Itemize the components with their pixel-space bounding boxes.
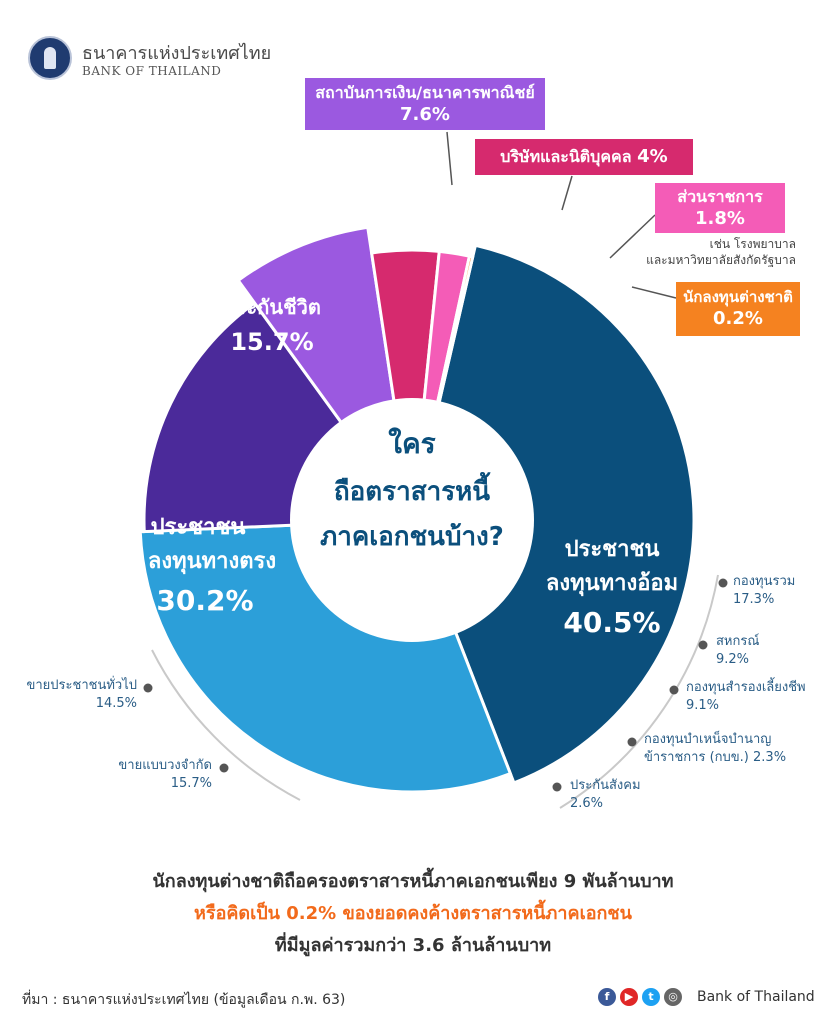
leader-corp: [561, 175, 573, 211]
youtube-icon[interactable]: ▶: [620, 988, 638, 1006]
twitter-icon[interactable]: t: [642, 988, 660, 1006]
facebook-icon[interactable]: f: [598, 988, 616, 1006]
label-box-corporate: บริษัทและนิติบุคคล 4%: [475, 139, 693, 175]
center-title-2: ถือตราสารหนี้: [334, 471, 491, 507]
source-note: ที่มา : ธนาคารแห่งประเทศไทย (ข้อมูลเดือน…: [22, 992, 346, 1008]
center-title-3: ภาคเอกชนบ้าง?: [320, 522, 504, 552]
bank-of-thailand-logo: [28, 36, 72, 80]
dot-private-placement: [219, 763, 229, 773]
dot-gpf: [627, 737, 637, 747]
direct-breakdown-arc: [151, 649, 301, 801]
leader-foreign: [631, 286, 677, 299]
label-indirect-pct: 40.5%: [563, 606, 660, 639]
label-box-foreign: นักลงทุนต่างชาติ 0.2%: [676, 282, 800, 336]
label-indirect-2: ลงทุนทางอ้อม: [546, 571, 678, 597]
dot-pvd: [669, 685, 679, 695]
breakdown-public: ขายประชาชนทั่วไป 14.5%: [26, 678, 137, 711]
label-direct-pct: 30.2%: [156, 584, 253, 617]
breakdown-mutual-fund: กองทุนรวม 17.3%: [733, 574, 796, 607]
dot-coop: [698, 640, 708, 650]
breakdown-coop: สหกรณ์ 9.2%: [716, 634, 760, 667]
dot-public: [143, 683, 153, 693]
label-direct-2: ลงทุนทางตรง: [148, 549, 276, 575]
brand-thai: ธนาคารแห่งประเทศไทย: [82, 43, 272, 64]
center-hole: [290, 398, 534, 642]
breakdown-gpf: กองทุนบำเหน็จบำนาญ ข้าราชการ (กบข.) 2.3%: [644, 732, 787, 765]
government-note: เช่น โรงพยาบาล และมหาวิทยาลัยสังกัดรัฐบาล: [646, 237, 796, 267]
footer-brand: Bank of Thailand: [697, 989, 815, 1005]
breakdown-private-placement: ขายแบบวงจำกัด 15.7%: [118, 758, 212, 791]
label-life-pct: 15.7%: [230, 328, 313, 356]
summary-line-1: นักลงทุนต่างชาติถือครองตราสารหนี้ภาคเอกช…: [152, 871, 674, 892]
web-icon[interactable]: ◎: [664, 988, 682, 1006]
breakdown-sso: ประกันสังคม 2.6%: [570, 778, 641, 811]
summary-line-3: ที่มีมูลค่ารวมกว่า 3.6 ล้านล้านบาท: [274, 935, 552, 956]
center-title-1: ใคร: [388, 427, 435, 460]
summary-line-2: หรือคิดเป็น 0.2% ของยอดคงค้างตราสารหนี้ภ…: [194, 903, 632, 924]
leader-fin: [446, 131, 453, 186]
dot-mutual-fund: [718, 578, 728, 588]
dot-sso: [552, 782, 562, 792]
indirect-breakdown-arc: [559, 574, 719, 809]
brand-english: BANK OF THAILAND: [82, 64, 222, 78]
breakdown-pvd: กองทุนสำรองเลี้ยงชีพ 9.1%: [686, 680, 806, 713]
leader-gov: [609, 214, 656, 259]
label-life-1: ประกันชีวิต: [223, 295, 321, 319]
label-direct-1: ประชาชน: [151, 515, 246, 540]
label-box-government: ส่วนราชการ 1.8%: [655, 183, 785, 233]
pie-slice-0: [410, 243, 696, 785]
label-indirect-1: ประชาชน: [565, 537, 660, 562]
label-box-financial: สถาบันการเงิน/ธนาคารพาณิชย์ 7.6%: [305, 78, 545, 130]
